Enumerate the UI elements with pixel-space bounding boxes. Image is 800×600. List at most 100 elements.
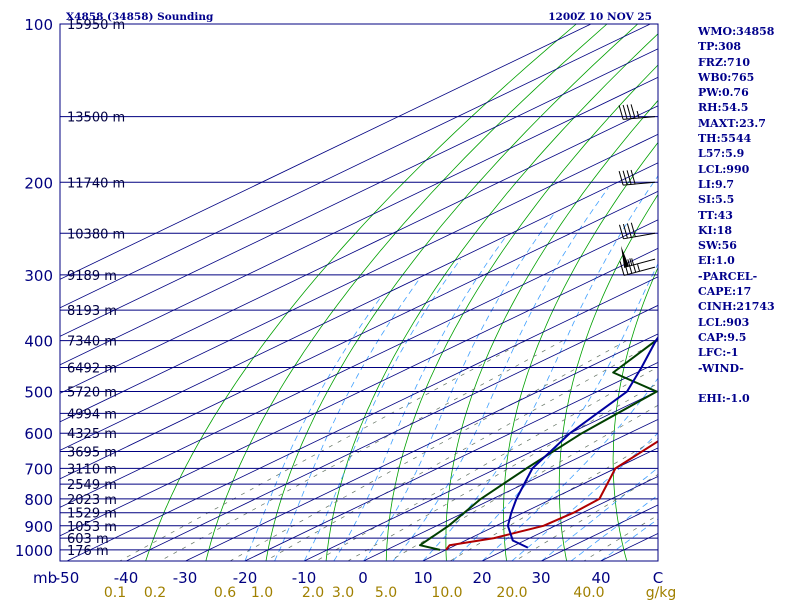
temperature-tick-label: -30 bbox=[173, 569, 198, 587]
pressure-tick-label: 500 bbox=[24, 384, 53, 402]
stability-indices-panel: WMO:34858 TP:308 FRZ:710 WB0:765 PW:0.76 RH:5… bbox=[698, 24, 798, 406]
wind-barb bbox=[618, 104, 656, 120]
temperature-tick-label: -10 bbox=[292, 569, 317, 587]
pressure-tick-label: 200 bbox=[24, 174, 53, 192]
index-value: SI:5.5 bbox=[698, 193, 735, 207]
isotherm-line bbox=[60, 219, 658, 508]
sounding-time: 1200Z 10 NOV 25 bbox=[548, 11, 652, 23]
height-label: 603 m bbox=[67, 532, 109, 547]
index-value: TT:43 bbox=[698, 208, 733, 222]
index-value: PW:0.76 bbox=[698, 86, 749, 100]
index-value: LI:9.7 bbox=[698, 177, 735, 191]
dewpoint-profile-line bbox=[419, 337, 658, 551]
isotherm-line bbox=[422, 447, 658, 561]
height-label: 3695 m bbox=[67, 445, 117, 460]
isotherms bbox=[60, 24, 658, 561]
index-value: CAP:9.5 bbox=[698, 330, 747, 344]
pressure-tick-label: 400 bbox=[24, 333, 53, 351]
wind-barb bbox=[619, 258, 656, 276]
wind-barbs bbox=[618, 104, 656, 276]
index-value: FRZ:710 bbox=[698, 55, 751, 69]
pressure-tick-label: 700 bbox=[24, 460, 53, 478]
temperature-tick-label: 40 bbox=[591, 569, 610, 587]
pressure-tick-label: 1000 bbox=[15, 542, 53, 560]
isotherm-line bbox=[60, 247, 658, 537]
pressure-unit-label: mb bbox=[33, 569, 57, 587]
moist-adiabat-line bbox=[392, 187, 609, 561]
isotherm-line bbox=[60, 24, 651, 309]
moist-adiabat-line bbox=[274, 278, 420, 561]
height-label: 1529 m bbox=[67, 507, 117, 522]
height-label: 6492 m bbox=[67, 361, 117, 376]
moist-adiabat-line bbox=[570, 494, 658, 561]
index-value: WB0:765 bbox=[698, 70, 755, 84]
plot-frame bbox=[59, 23, 659, 562]
height-label: 9189 m bbox=[67, 269, 117, 284]
mixing-ratio-tick-label: 20.0 bbox=[496, 585, 527, 600]
mixing-ratio-line bbox=[229, 340, 627, 561]
mixing-ratio-lines bbox=[119, 340, 658, 561]
pressure-tick-label: 100 bbox=[24, 16, 53, 34]
isotherm-line bbox=[244, 361, 658, 561]
height-label: 15950 m bbox=[67, 18, 125, 33]
moist-adiabat-line bbox=[422, 175, 658, 561]
station-title: X4858 (34858) Sounding bbox=[66, 11, 214, 23]
mixing-ratio-tick-label: 5.0 bbox=[375, 585, 397, 600]
temperature-tick-label: -20 bbox=[233, 569, 258, 587]
mixing-ratio-line bbox=[159, 340, 564, 561]
dry-adiabat-line bbox=[205, 24, 608, 561]
isotherm-line bbox=[60, 190, 658, 480]
dry-adiabat-line bbox=[558, 193, 658, 561]
wind-barb bbox=[619, 222, 656, 240]
index-value: CAPE:17 bbox=[698, 285, 752, 299]
height-label: 10380 m bbox=[67, 227, 125, 242]
isotherm-line bbox=[304, 390, 658, 561]
moist-adiabat-line bbox=[363, 213, 555, 561]
height-label: 4325 m bbox=[67, 427, 117, 442]
isotherm-line bbox=[66, 276, 658, 561]
mixing-ratio-tick-label: 40.0 bbox=[573, 585, 604, 600]
mixing-ratio-tick-label: 10.0 bbox=[431, 585, 462, 600]
isotherm-line bbox=[60, 48, 658, 337]
temperature-profile-line bbox=[445, 440, 658, 551]
mixing-ratio-line bbox=[119, 340, 527, 561]
dry-adiabat-line bbox=[503, 141, 658, 561]
isotherm-line bbox=[60, 24, 592, 280]
height-label: 5720 m bbox=[67, 386, 117, 401]
isotherm-line bbox=[60, 76, 658, 366]
isobars bbox=[60, 24, 658, 551]
background-grid bbox=[60, 24, 658, 561]
isotherm-line bbox=[126, 304, 658, 561]
index-value: MAXT:23.7 bbox=[698, 116, 766, 130]
temperature-tick-label: 10 bbox=[413, 569, 432, 587]
temperature-tick-label: 20 bbox=[472, 569, 491, 587]
index-value: KI:18 bbox=[698, 223, 733, 237]
mixing-ratio-tick-label: 0.6 bbox=[214, 585, 236, 600]
moist-adiabat-line bbox=[333, 237, 506, 561]
mixing-ratio-line bbox=[265, 340, 658, 561]
index-value: EI:1.0 bbox=[698, 254, 735, 268]
index-value: -WIND- bbox=[698, 361, 744, 375]
pressure-tick-label: 900 bbox=[24, 518, 53, 536]
temperature-tick-label: -40 bbox=[114, 569, 139, 587]
isotherm-line bbox=[60, 133, 658, 423]
height-label: 2549 m bbox=[67, 478, 117, 493]
mixing-ratio-tick-label: 2.0 bbox=[302, 585, 324, 600]
temperature-tick-label: -50 bbox=[55, 569, 80, 587]
mixing-ratio-line bbox=[514, 474, 658, 561]
mixing-ratio-tick-label: 3.0 bbox=[332, 585, 354, 600]
moist-adiabat-line bbox=[481, 377, 658, 561]
height-label: 176 m bbox=[67, 544, 109, 559]
wind-barb bbox=[618, 169, 656, 186]
dry-adiabat-line bbox=[325, 33, 658, 561]
sounding-profiles bbox=[419, 335, 658, 551]
index-value: TP:308 bbox=[698, 40, 742, 54]
mixing-ratio-line bbox=[347, 382, 658, 561]
moist-adiabat-line bbox=[452, 262, 658, 561]
temperature-tick-label: 0 bbox=[358, 569, 368, 587]
height-label: 2023 m bbox=[67, 493, 117, 508]
parcel-profile-line bbox=[506, 335, 658, 549]
